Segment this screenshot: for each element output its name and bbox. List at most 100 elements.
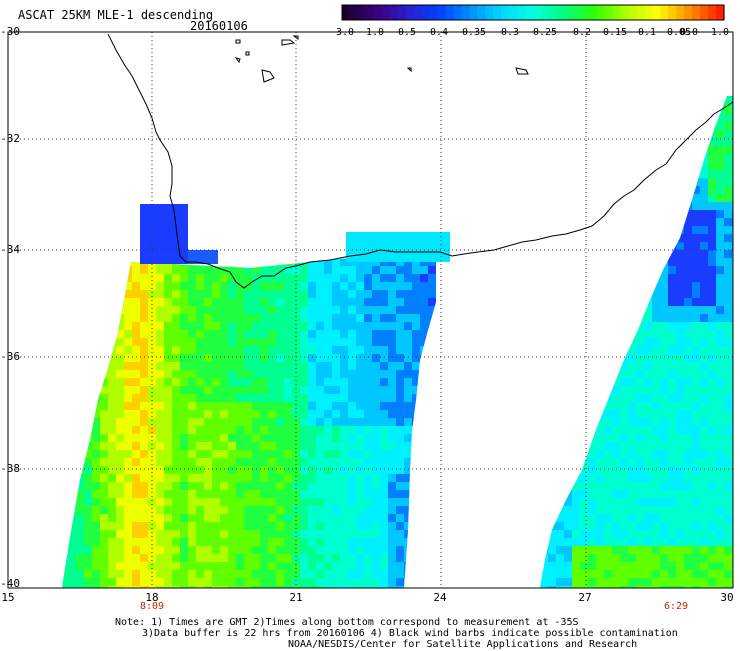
left-swath-cell: [268, 418, 276, 426]
right-swath-cell: [716, 138, 724, 146]
left-swath-cell: [220, 466, 228, 474]
colorbar-swatch: [612, 5, 622, 20]
right-swath-cell: [636, 386, 644, 394]
left-swath-cell: [348, 498, 356, 506]
left-swath-cell: [404, 386, 412, 394]
right-swath-cell: [644, 546, 652, 554]
right-swath-cell: [684, 522, 692, 530]
left-swath-cell: [236, 346, 244, 354]
right-swath-cell: [716, 498, 724, 506]
left-swath-cell: [212, 330, 220, 338]
left-swath-cell: [364, 458, 372, 466]
right-swath-cell: [676, 170, 684, 178]
right-swath-cell: [572, 210, 580, 218]
right-swath-cell: [644, 274, 652, 282]
right-swath-cell: [628, 218, 636, 226]
right-swath-cell: [620, 538, 628, 546]
right-swath-cell: [692, 466, 700, 474]
left-swath-cell: [380, 578, 388, 586]
left-swath-cell: [220, 458, 228, 466]
right-swath-cell: [724, 554, 732, 562]
left-swath-cell: [276, 466, 284, 474]
left-swath-cell: [172, 578, 180, 586]
left-swath-cell: [260, 370, 268, 378]
left-swath-cell: [388, 442, 396, 450]
left-swath-cell: [396, 442, 404, 450]
right-swath-cell: [628, 586, 636, 588]
right-swath-cell: [604, 402, 612, 410]
left-swath-blue-top: [140, 204, 188, 264]
left-swath-cell: [348, 450, 356, 458]
right-swath-cell: [572, 242, 580, 250]
left-swath-cell: [252, 322, 260, 330]
left-swath-cell: [436, 258, 444, 266]
left-swath-cell: [372, 306, 380, 314]
right-swath-cell: [660, 266, 668, 274]
left-swath-cell: [148, 354, 156, 362]
left-swath-cell: [420, 370, 428, 378]
left-swath-cell: [268, 514, 276, 522]
right-swath-cell: [548, 96, 556, 98]
left-swath-cell: [412, 258, 420, 266]
left-swath-cell: [84, 426, 92, 434]
left-swath-cell: [188, 578, 196, 586]
left-swath-cell: [196, 298, 204, 306]
right-swath-cell: [572, 330, 580, 338]
left-swath-cell: [92, 426, 100, 434]
right-swath-cell: [660, 322, 668, 330]
left-swath-cell: [204, 394, 212, 402]
left-swath-cell: [372, 386, 380, 394]
left-swath-cell: [212, 362, 220, 370]
left-swath-cell: [348, 274, 356, 282]
right-swath-cell: [580, 362, 588, 370]
left-swath-cell: [62, 546, 68, 554]
right-swath-cell: [676, 442, 684, 450]
right-swath-cell: [660, 218, 668, 226]
left-swath-cell: [76, 426, 84, 434]
right-swath-cell: [716, 394, 724, 402]
right-swath-cell: [652, 186, 660, 194]
left-swath-cell: [420, 442, 428, 450]
left-swath-cell: [92, 578, 100, 586]
left-swath-cell: [244, 298, 252, 306]
left-swath-cell: [436, 474, 444, 482]
left-swath-cell: [356, 578, 364, 586]
left-swath-cell: [212, 290, 220, 298]
right-swath-cell: [652, 98, 660, 106]
right-swath-cell: [556, 154, 564, 162]
left-swath-cell: [156, 266, 164, 274]
left-swath-cell: [68, 282, 76, 290]
right-swath-cell: [724, 450, 732, 458]
right-swath-cell: [548, 482, 556, 490]
right-swath-cell: [580, 442, 588, 450]
right-swath-cell: [644, 122, 652, 130]
left-swath-cell: [236, 306, 244, 314]
right-swath-cell: [676, 234, 684, 242]
right-swath-cell: [548, 442, 556, 450]
left-swath-cell: [268, 570, 276, 578]
right-swath-cell: [564, 306, 572, 314]
left-swath-cell: [420, 386, 428, 394]
left-swath-cell: [116, 554, 124, 562]
left-swath-cell: [332, 306, 340, 314]
left-swath-cell: [204, 282, 212, 290]
colorbar-swatch: [373, 5, 383, 20]
right-swath-cell: [604, 490, 612, 498]
left-swath-cell: [188, 378, 196, 386]
left-swath-cell: [388, 466, 396, 474]
left-swath-cell: [436, 490, 444, 498]
left-swath-cell: [244, 258, 252, 266]
right-swath-cell: [676, 530, 684, 538]
left-swath-cell: [212, 386, 220, 394]
left-swath-cell: [188, 346, 196, 354]
right-swath-cell: [732, 562, 733, 570]
left-swath-cell: [388, 298, 396, 306]
left-swath-cell: [268, 402, 276, 410]
left-swath-cell: [284, 250, 292, 258]
left-swath-cell: [372, 562, 380, 570]
right-swath-cell: [668, 330, 676, 338]
left-swath-cell: [428, 490, 436, 498]
left-swath-cell: [124, 418, 132, 426]
right-swath-cell: [548, 458, 556, 466]
left-swath-cell: [228, 498, 236, 506]
